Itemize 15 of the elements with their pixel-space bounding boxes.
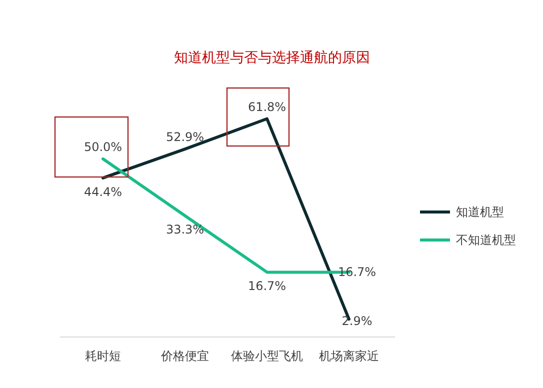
data-label: 33.3%	[166, 222, 204, 237]
x-tick-label: 机场离家近	[319, 349, 379, 363]
data-label: 44.4%	[84, 184, 122, 199]
data-label: 2.9%	[342, 314, 372, 328]
x-tick-label: 价格便宜	[160, 349, 209, 363]
data-label: 61.8%	[248, 100, 286, 114]
data-label: 52.9%	[166, 130, 204, 144]
x-tick-label: 耗时短	[85, 349, 121, 363]
data-label: 16.7%	[248, 279, 286, 294]
legend-label: 知道机型	[456, 205, 504, 219]
data-label: 50.0%	[84, 140, 122, 154]
x-tick-label: 体验小型飞机	[231, 349, 303, 363]
chart-title: 知道机型与否与选择通航的原因	[174, 50, 370, 66]
data-label: 16.7%	[338, 265, 376, 280]
legend-label: 不知道机型	[456, 233, 516, 247]
